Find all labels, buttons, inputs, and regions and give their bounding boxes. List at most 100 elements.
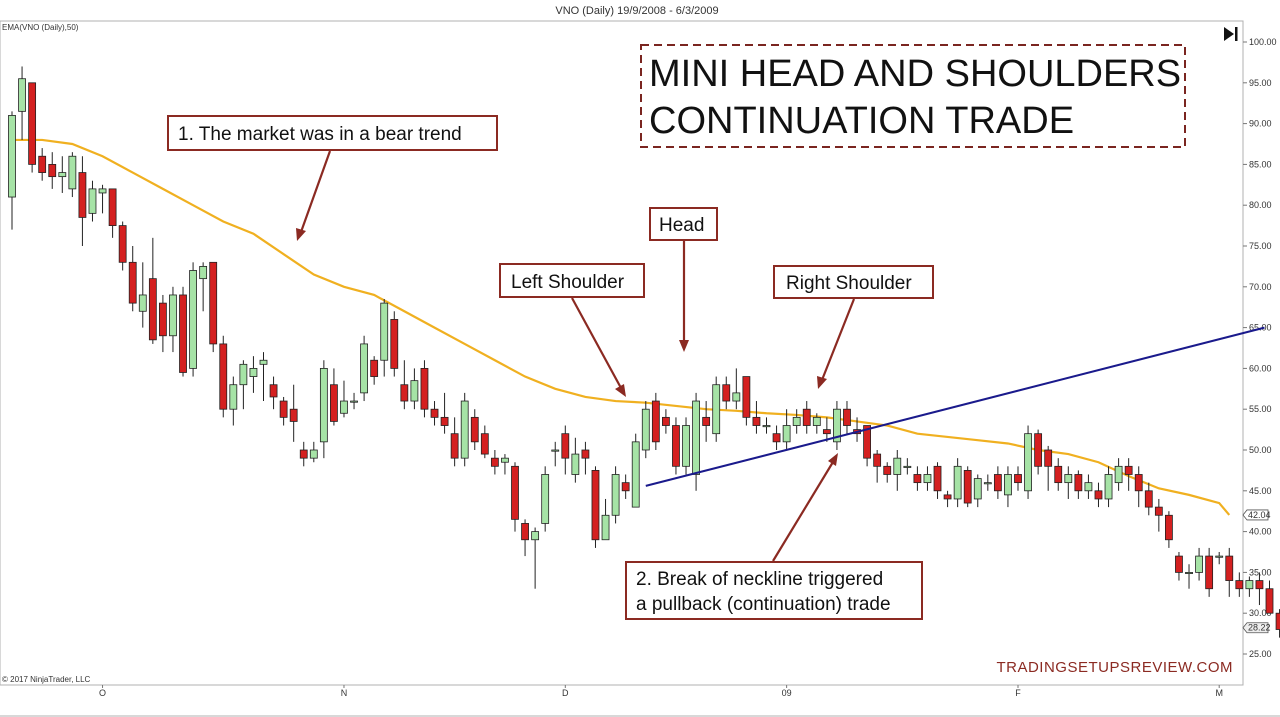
candle xyxy=(219,335,228,418)
price-axis: 100.00 95.00 90.00 85.00 80.00 75.00 70.00 65.0… xyxy=(1243,37,1277,659)
candle xyxy=(953,458,962,508)
candlesticks xyxy=(8,66,1280,638)
candle xyxy=(923,466,932,491)
candle xyxy=(742,376,751,426)
candle-body xyxy=(480,433,489,455)
candle-body xyxy=(229,384,238,410)
candle xyxy=(822,417,831,442)
candle xyxy=(480,425,489,459)
candle-body xyxy=(78,172,87,218)
candle xyxy=(1034,429,1043,475)
candle xyxy=(521,519,529,557)
candle xyxy=(68,152,77,198)
candle xyxy=(561,425,570,475)
y-tick-label: 55.00 xyxy=(1249,404,1272,414)
candle xyxy=(732,368,741,410)
candle-body xyxy=(682,425,690,467)
candle-body xyxy=(973,478,982,500)
candle xyxy=(58,156,67,193)
candle xyxy=(460,392,469,467)
candle xyxy=(541,466,550,532)
candle xyxy=(48,152,57,189)
candle-body xyxy=(239,363,248,386)
candle-body xyxy=(672,425,680,467)
candle xyxy=(1235,572,1244,597)
candle-body xyxy=(88,188,97,214)
y-tick-label: 85.00 xyxy=(1249,159,1272,169)
candle xyxy=(179,286,187,377)
candle-body xyxy=(1124,465,1133,475)
candle-body xyxy=(1215,555,1224,558)
ema-50-line xyxy=(12,138,1231,516)
candle-body xyxy=(963,469,972,504)
indicator-label: EMA(VNO (Daily),50) xyxy=(2,23,79,32)
candle-body xyxy=(631,441,640,508)
candle xyxy=(883,462,892,483)
candle xyxy=(1245,576,1254,597)
candle-body xyxy=(269,384,278,398)
candle xyxy=(913,466,922,491)
candle xyxy=(98,184,107,214)
candle xyxy=(621,474,630,499)
candle xyxy=(470,409,479,450)
candle xyxy=(410,368,419,410)
candle xyxy=(269,376,278,410)
candle-body xyxy=(18,78,26,112)
candle xyxy=(1094,482,1103,508)
candle-body xyxy=(601,514,610,541)
candle xyxy=(833,401,841,450)
candle-body xyxy=(209,261,218,345)
candle xyxy=(843,401,851,434)
candle-body xyxy=(8,115,16,198)
scroll-to-end-icon[interactable] xyxy=(1224,27,1238,41)
candle-body xyxy=(380,302,389,361)
candle-body xyxy=(1265,588,1274,614)
y-tick-label: 65.00 xyxy=(1249,323,1272,333)
candle xyxy=(1054,458,1063,491)
candle xyxy=(158,294,167,353)
x-tick-label: 09 xyxy=(782,688,792,698)
candle-body xyxy=(148,278,157,341)
candle xyxy=(873,450,882,483)
candle-body xyxy=(259,359,268,365)
candle xyxy=(128,246,137,312)
candle-body xyxy=(309,449,318,459)
candle xyxy=(672,417,680,475)
candle-body xyxy=(1024,433,1032,492)
candle-body xyxy=(933,465,942,492)
candle-body xyxy=(903,465,912,468)
annotation-bear-trend: 1. The market was in a bear trend xyxy=(167,115,498,151)
candle xyxy=(490,450,499,475)
candle xyxy=(1225,547,1234,597)
candle-body xyxy=(722,384,731,402)
candle-body xyxy=(692,400,700,475)
candle-body xyxy=(913,474,922,484)
candle-body xyxy=(521,523,529,541)
candle-body xyxy=(410,380,419,402)
candle-body xyxy=(179,294,187,373)
candle xyxy=(662,409,670,434)
candle-body xyxy=(1185,572,1193,575)
candle xyxy=(641,401,650,459)
candle xyxy=(983,474,992,491)
candle xyxy=(138,262,147,328)
candle xyxy=(400,360,409,410)
candle xyxy=(28,82,37,173)
candle xyxy=(1124,458,1133,491)
candle-body xyxy=(1044,449,1053,467)
candle xyxy=(943,490,952,508)
candle-body xyxy=(1245,580,1254,590)
candle xyxy=(722,376,731,410)
candle xyxy=(1014,466,1022,491)
candle-body xyxy=(732,392,741,402)
y-tick-label: 75.00 xyxy=(1249,241,1272,251)
candle xyxy=(591,466,600,548)
candle xyxy=(450,417,459,467)
candle xyxy=(148,237,157,344)
candle-body xyxy=(460,400,469,459)
candle-body xyxy=(702,416,711,426)
candle-body xyxy=(38,155,47,173)
annotation-neckline-break: 2. Break of neckline triggered a pullbac… xyxy=(625,561,923,620)
candle-body xyxy=(350,400,358,403)
